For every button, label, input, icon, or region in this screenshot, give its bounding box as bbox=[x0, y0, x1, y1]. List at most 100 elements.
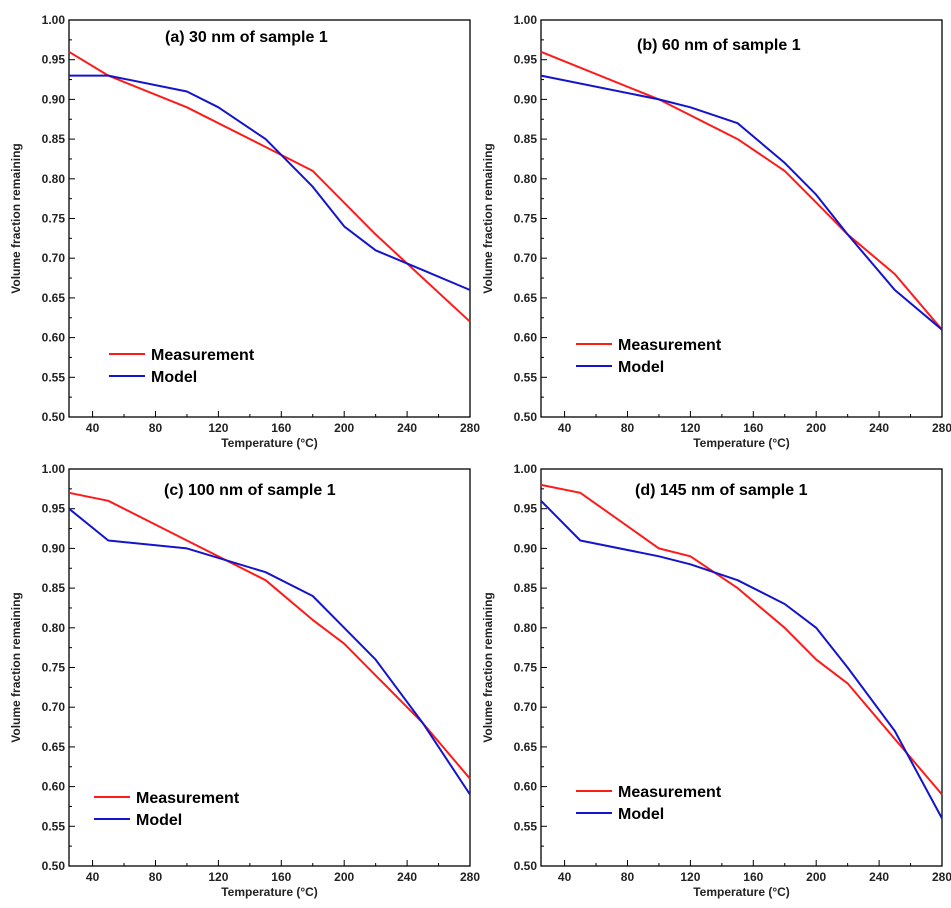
y-tick-label: 0.65 bbox=[42, 291, 66, 305]
y-tick-label: 0.95 bbox=[42, 53, 66, 67]
y-tick-label: 1.00 bbox=[514, 462, 538, 476]
legend: Measurement Model bbox=[576, 337, 722, 376]
x-tick-label: 120 bbox=[680, 870, 700, 884]
y-tick-label: 0.50 bbox=[42, 859, 66, 873]
x-tick-label: 120 bbox=[680, 421, 700, 435]
chart-panel-2: 0.50 0.55 0.60 0.65 0.70 0.75 0.80 0.85 0.90 0.95… bbox=[481, 13, 951, 450]
plot-frame bbox=[540, 19, 943, 418]
series-line-model bbox=[540, 500, 943, 819]
y-tick-label: 0.70 bbox=[514, 251, 538, 265]
x-tick-label: 80 bbox=[149, 421, 163, 435]
series-line-model bbox=[68, 507, 471, 796]
y-tick-label: 0.80 bbox=[514, 621, 538, 635]
y-tick-label: 0.55 bbox=[42, 370, 66, 384]
y-tick-label: 0.90 bbox=[42, 92, 66, 106]
y-tick-label: 0.90 bbox=[514, 92, 538, 106]
y-tick-label: 0.80 bbox=[42, 172, 66, 186]
y-tick-label: 0.85 bbox=[514, 581, 538, 595]
y-tick-label: 0.75 bbox=[514, 661, 538, 675]
x-tick-label: 280 bbox=[932, 421, 951, 435]
y-tick-label: 0.75 bbox=[42, 661, 66, 675]
y-tick-label: 0.85 bbox=[514, 132, 538, 146]
y-tick-label: 0.90 bbox=[42, 541, 66, 555]
y-tick-label: 0.90 bbox=[514, 541, 538, 555]
y-tick-label: 0.50 bbox=[42, 410, 66, 424]
y-tick-label: 0.60 bbox=[42, 331, 66, 345]
series-line-measurement bbox=[540, 483, 943, 796]
chart-panel-1: 0.50 0.55 0.60 0.65 0.70 0.75 0.80 0.85 0.90 0.95… bbox=[9, 13, 480, 450]
y-tick-label: 0.75 bbox=[42, 212, 66, 226]
y-tick-label: 0.60 bbox=[42, 780, 66, 794]
x-tick-label: 280 bbox=[932, 870, 951, 884]
x-tick-label: 200 bbox=[334, 421, 354, 435]
y-tick-label: 0.95 bbox=[514, 53, 538, 67]
y-tick-label: 0.65 bbox=[514, 740, 538, 754]
x-tick-label: 240 bbox=[397, 870, 417, 884]
y-tick-label: 0.55 bbox=[514, 370, 538, 384]
y-tick-label: 0.70 bbox=[42, 251, 66, 265]
legend-label: Model bbox=[618, 806, 664, 823]
x-tick-label: 80 bbox=[149, 870, 163, 884]
x-tick-label: 240 bbox=[869, 870, 889, 884]
x-tick-label: 200 bbox=[806, 870, 826, 884]
series-line-measurement bbox=[540, 50, 943, 331]
legend-label: Model bbox=[151, 369, 197, 386]
y-tick-label: 0.60 bbox=[514, 331, 538, 345]
legend: Measurement Model bbox=[94, 790, 240, 829]
y-tick-label: 0.95 bbox=[42, 502, 66, 516]
x-tick-label: 160 bbox=[271, 421, 291, 435]
legend: Measurement Model bbox=[576, 784, 722, 823]
y-tick-label: 1.00 bbox=[514, 13, 538, 27]
panel-title: (c) 100 nm of sample 1 bbox=[164, 482, 336, 499]
legend-label: Measurement bbox=[618, 784, 722, 801]
series-line-measurement bbox=[68, 50, 471, 323]
x-tick-label: 280 bbox=[460, 870, 480, 884]
legend: Measurement Model bbox=[109, 347, 255, 386]
y-axis-title: Volume fraction remaining bbox=[481, 592, 495, 742]
y-axis-title: Volume fraction remaining bbox=[9, 592, 23, 742]
y-tick-label: 0.85 bbox=[42, 581, 66, 595]
y-tick-label: 0.50 bbox=[514, 410, 538, 424]
x-tick-label: 40 bbox=[86, 870, 100, 884]
plot-frame bbox=[540, 468, 943, 867]
x-tick-label: 200 bbox=[806, 421, 826, 435]
y-tick-label: 0.70 bbox=[514, 700, 538, 714]
x-tick-label: 120 bbox=[208, 421, 228, 435]
x-axis-title: Temperature (°C) bbox=[693, 436, 790, 450]
x-tick-label: 160 bbox=[743, 870, 763, 884]
x-axis-title: Temperature (°C) bbox=[693, 885, 790, 899]
legend-label: Measurement bbox=[618, 337, 722, 354]
y-tick-label: 0.65 bbox=[514, 291, 538, 305]
x-axis-title: Temperature (°C) bbox=[221, 436, 318, 450]
y-tick-label: 0.85 bbox=[42, 132, 66, 146]
y-tick-label: 0.70 bbox=[42, 700, 66, 714]
y-axis-title: Volume fraction remaining bbox=[9, 143, 23, 293]
series-line-model bbox=[540, 74, 943, 331]
y-tick-label: 0.50 bbox=[514, 859, 538, 873]
panel-title: (b) 60 nm of sample 1 bbox=[637, 37, 801, 54]
y-tick-label: 0.55 bbox=[514, 819, 538, 833]
x-tick-label: 280 bbox=[460, 421, 480, 435]
x-tick-label: 160 bbox=[271, 870, 291, 884]
plot-frame bbox=[68, 468, 471, 867]
y-tick-label: 0.80 bbox=[514, 172, 538, 186]
x-tick-label: 80 bbox=[621, 870, 635, 884]
panel-title: (a) 30 nm of sample 1 bbox=[165, 29, 328, 46]
x-tick-label: 200 bbox=[334, 870, 354, 884]
legend-label: Model bbox=[618, 359, 664, 376]
series-line-model bbox=[69, 74, 471, 291]
chart-panel-4: 0.50 0.55 0.60 0.65 0.70 0.75 0.80 0.85 0.90 0.95… bbox=[481, 462, 951, 899]
y-tick-label: 0.75 bbox=[514, 212, 538, 226]
y-tick-label: 0.65 bbox=[42, 740, 66, 754]
panel-title: (d) 145 nm of sample 1 bbox=[635, 482, 808, 499]
y-tick-label: 0.80 bbox=[42, 621, 66, 635]
x-tick-label: 40 bbox=[558, 870, 572, 884]
y-tick-label: 0.95 bbox=[514, 502, 538, 516]
x-tick-label: 240 bbox=[397, 421, 417, 435]
x-tick-label: 160 bbox=[743, 421, 763, 435]
y-axis-title: Volume fraction remaining bbox=[481, 143, 495, 293]
x-axis-title: Temperature (°C) bbox=[221, 885, 318, 899]
x-tick-label: 80 bbox=[621, 421, 635, 435]
y-tick-label: 1.00 bbox=[42, 13, 66, 27]
